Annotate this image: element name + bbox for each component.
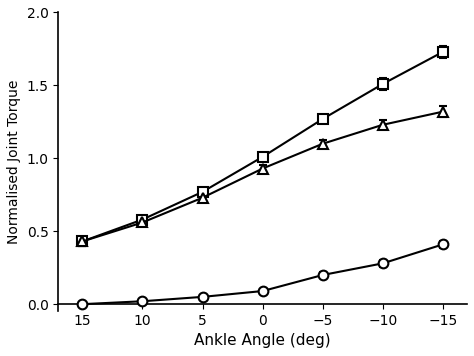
Y-axis label: Normalised Joint Torque: Normalised Joint Torque xyxy=(7,80,21,244)
X-axis label: Ankle Angle (deg): Ankle Angle (deg) xyxy=(194,334,331,349)
